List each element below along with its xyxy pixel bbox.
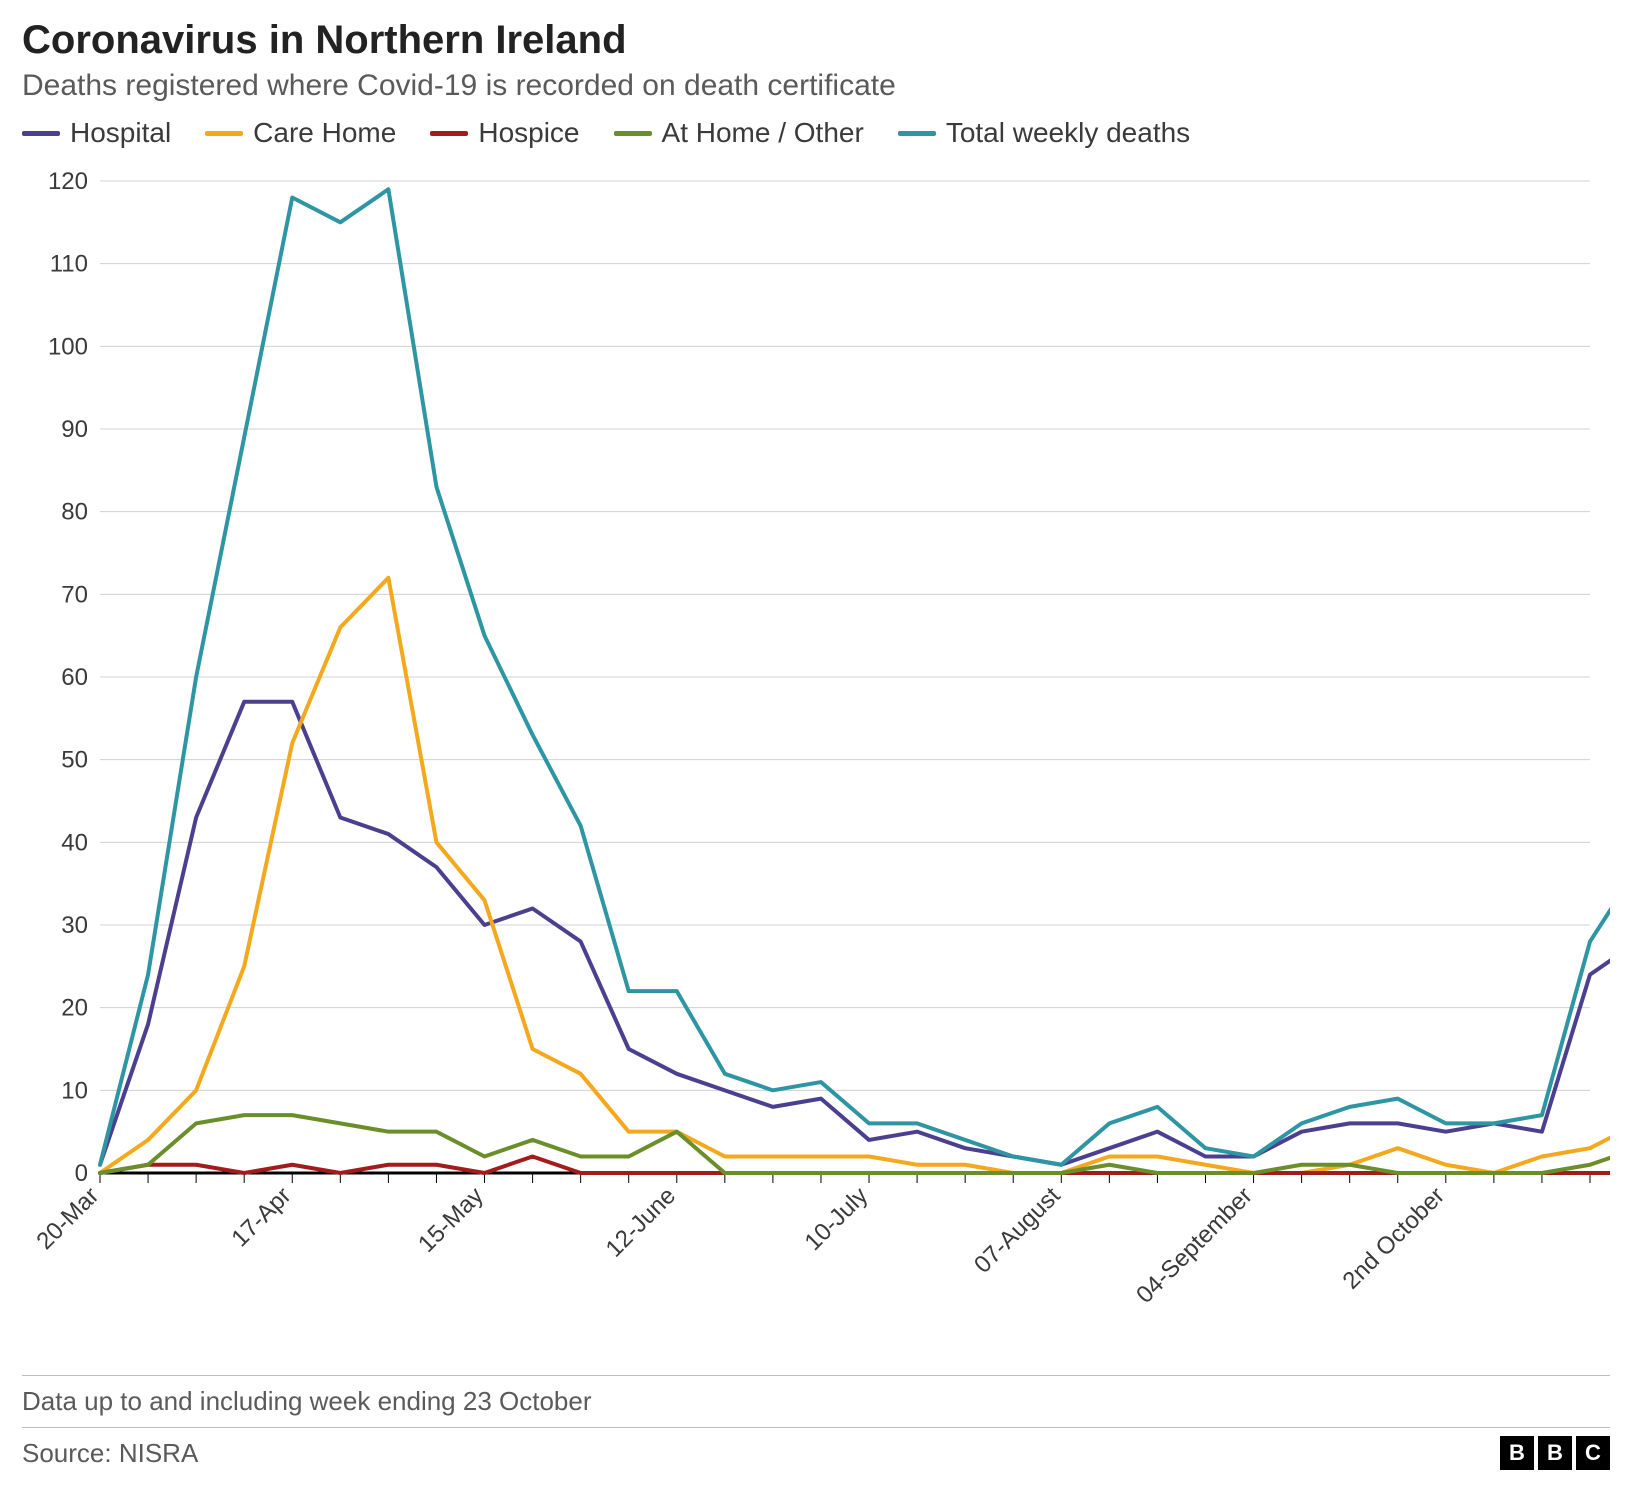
chart-title: Coronavirus in Northern Ireland <box>22 18 1610 63</box>
legend-label: At Home / Other <box>662 117 864 149</box>
legend-label: Hospice <box>478 117 579 149</box>
logo-letter: C <box>1576 1436 1610 1470</box>
footnote: Data up to and including week ending 23 … <box>22 1375 1610 1417</box>
x-tick-label: 17-Apr <box>226 1182 296 1252</box>
line-chart-svg: 0 10 20 30 40 50 60 70 80 90 100 110 120 20-Mar 17-Apr… <box>22 163 1610 1353</box>
legend-swatch <box>22 131 60 136</box>
y-tick-label: 40 <box>61 829 88 856</box>
y-tick-label: 110 <box>50 251 88 278</box>
legend-label: Total weekly deaths <box>946 117 1190 149</box>
series-line <box>100 578 1610 1173</box>
legend-swatch <box>898 131 936 136</box>
y-tick-label: 100 <box>48 333 88 360</box>
source-text: Source: NISRA <box>22 1438 198 1469</box>
legend-item: Care Home <box>205 117 396 149</box>
y-tick-label: 80 <box>61 499 88 526</box>
y-tick-label: 90 <box>61 416 88 443</box>
x-tick-label: 04-September <box>1131 1182 1258 1309</box>
legend-label: Care Home <box>253 117 396 149</box>
bbc-logo: BBC <box>1500 1436 1610 1470</box>
source-row: Source: NISRA BBC <box>22 1427 1610 1470</box>
y-tick-label: 10 <box>61 1077 88 1104</box>
y-tick-label: 60 <box>61 664 88 691</box>
x-tick-label: 2nd October <box>1338 1182 1450 1294</box>
x-tick-label: 20-Mar <box>31 1182 104 1255</box>
legend-item: Hospice <box>430 117 579 149</box>
legend-label: Hospital <box>70 117 171 149</box>
logo-letter: B <box>1500 1436 1534 1470</box>
legend-swatch <box>205 131 243 136</box>
legend-item: At Home / Other <box>614 117 864 149</box>
x-tick-label: 07-August <box>969 1182 1066 1279</box>
y-tick-label: 30 <box>61 912 88 939</box>
series-line <box>100 702 1610 1165</box>
y-tick-label: 50 <box>61 747 88 774</box>
y-tick-label: 20 <box>61 995 88 1022</box>
chart-container: Coronavirus in Northern Ireland Deaths r… <box>0 0 1632 1482</box>
y-tick-label: 0 <box>75 1160 88 1187</box>
chart-subtitle: Deaths registered where Covid-19 is reco… <box>22 69 1610 103</box>
source-name: NISRA <box>119 1438 198 1468</box>
legend: Hospital Care Home Hospice At Home / Other T… <box>22 117 1610 149</box>
logo-letter: B <box>1538 1436 1572 1470</box>
legend-swatch <box>614 131 652 136</box>
legend-item: Total weekly deaths <box>898 117 1190 149</box>
legend-item: Hospital <box>22 117 171 149</box>
y-tick-label: 70 <box>61 581 88 608</box>
x-tick-label: 12-June <box>601 1182 681 1262</box>
x-tick-label: 15-May <box>413 1182 489 1258</box>
source-prefix: Source: <box>22 1438 119 1468</box>
chart-plot-area: 0 10 20 30 40 50 60 70 80 90 100 110 120 20-Mar 17-Apr… <box>22 163 1610 1353</box>
x-tick-label: 10-July <box>799 1182 873 1256</box>
y-tick-label: 120 <box>48 168 88 195</box>
legend-swatch <box>430 131 468 136</box>
